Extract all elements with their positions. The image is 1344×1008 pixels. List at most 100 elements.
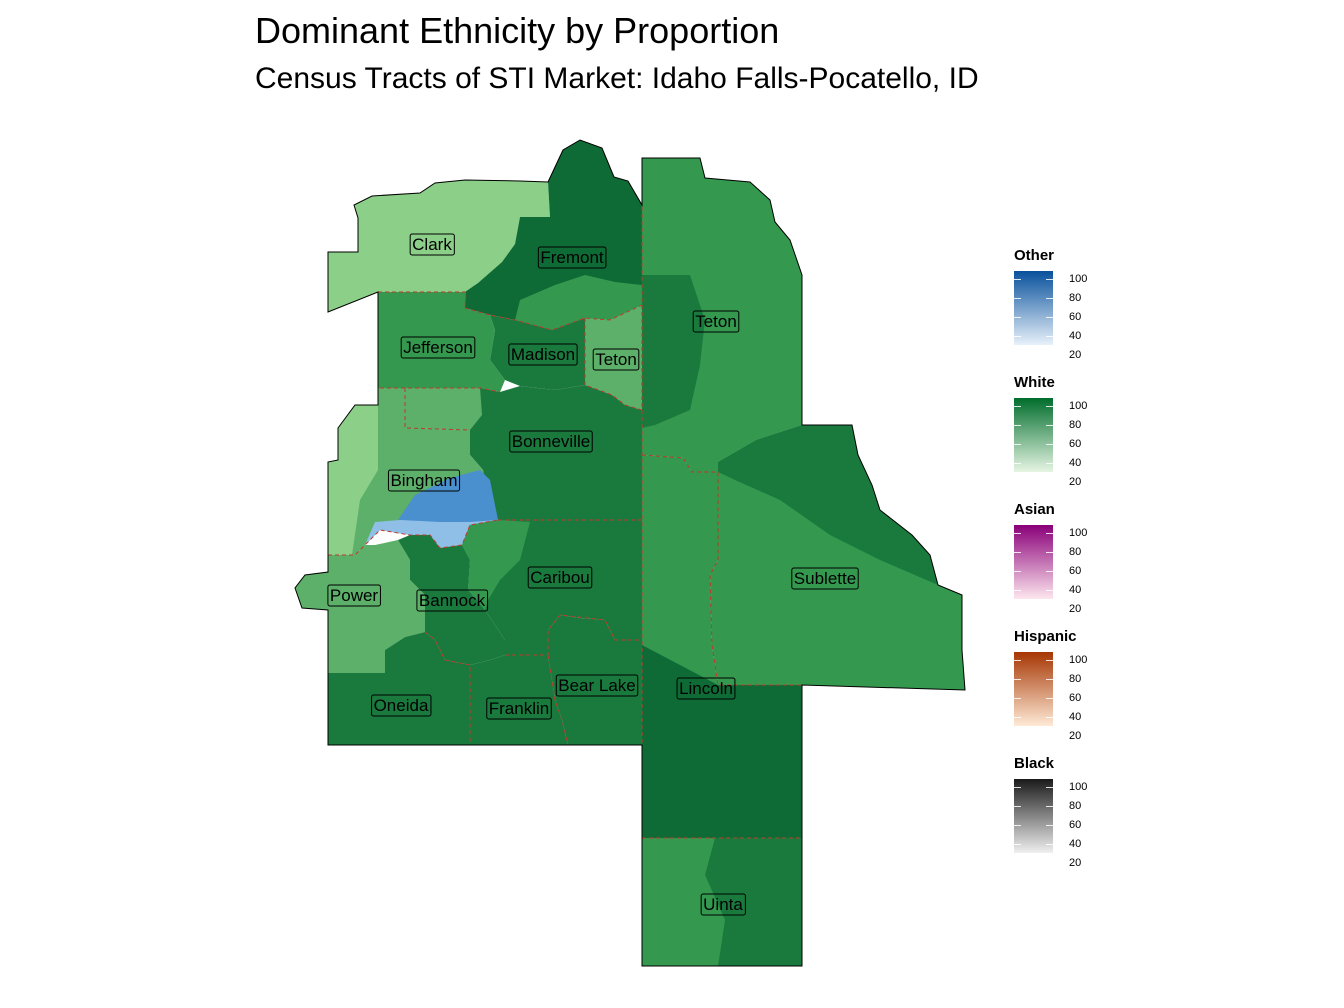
county-label-box: [400, 336, 476, 359]
county-label-box: [409, 233, 455, 256]
legend-tick-label: 100: [1069, 654, 1088, 666]
legend-tick-label: 60: [1069, 565, 1082, 577]
region-jefferson[interactable]: [378, 292, 505, 392]
legend-colorbar: [1014, 779, 1053, 853]
region-clark[interactable]: [328, 180, 550, 312]
region-bonneville-tract[interactable]: [405, 388, 482, 430]
region-bannock[interactable]: [398, 535, 505, 665]
legend-tick-label: 100: [1069, 781, 1088, 793]
region-bingham-tract[interactable]: [328, 405, 378, 555]
legend-tick-label: 60: [1069, 438, 1082, 450]
county-label-text: Teton: [595, 350, 637, 369]
county-label-text: Bonneville: [512, 432, 590, 451]
legend-title: Black: [1014, 755, 1055, 772]
county-label-bannock: Bannock: [416, 589, 489, 612]
county-label-text: Sublette: [794, 569, 856, 588]
region-oneida[interactable]: [328, 632, 470, 745]
legend-tick-label: 60: [1069, 692, 1082, 704]
county-label-text: Lincoln: [679, 679, 733, 698]
county-regions: [295, 140, 965, 966]
legend-colorbar: [1014, 652, 1053, 726]
county-label-box: [416, 589, 489, 612]
map-subtitle: Census Tracts of STI Market: Idaho Falls…: [255, 62, 979, 95]
market-outline: [294, 139, 966, 967]
map-title: Dominant Ethnicity by Proportion: [255, 10, 780, 51]
county-label-text: Madison: [511, 345, 575, 364]
county-labels: Clark Fremont Jefferson Madison Teton Teton Bo…: [327, 233, 859, 916]
county-label-bingham: Bingham: [387, 469, 461, 492]
region-uinta-tract[interactable]: [705, 838, 802, 966]
county-label-box: [509, 430, 593, 453]
county-label-box: [692, 310, 740, 333]
region-sublette-tract[interactable]: [718, 425, 938, 585]
county-label-box: [791, 567, 859, 590]
legend-colorbar: [1014, 525, 1053, 599]
county-label-uinta: Uinta: [700, 893, 746, 916]
county-label-text: Jefferson: [403, 338, 473, 357]
legend-tick-label: 80: [1069, 546, 1082, 558]
legend-title: Other: [1014, 247, 1055, 264]
legend-tick-label: 40: [1069, 838, 1082, 850]
county-label-box: [700, 893, 746, 916]
legend-tick-label: 80: [1069, 292, 1082, 304]
county-label-text: Caribou: [530, 568, 590, 587]
legend-other: Other 100 80 60 40 20: [1014, 247, 1134, 361]
county-label-box: [486, 697, 552, 720]
county-label-text: Clark: [412, 235, 452, 254]
region-teton-wy-tract[interactable]: [642, 275, 705, 428]
region-bear-lake[interactable]: [548, 615, 642, 745]
county-label-text: Bingham: [390, 471, 457, 490]
legend-title: Hispanic: [1014, 628, 1077, 645]
county-label-text: Bear Lake: [558, 676, 636, 695]
county-label-box: [508, 343, 578, 366]
county-label-franklin: Franklin: [486, 697, 552, 720]
legend-tick-label: 60: [1069, 819, 1082, 831]
legend-title: Asian: [1014, 501, 1055, 518]
county-label-caribou: Caribou: [527, 566, 593, 589]
county-label-power: Power: [327, 584, 381, 607]
county-label-box: [537, 246, 607, 269]
county-label-fremont: Fremont: [537, 246, 607, 269]
county-label-jefferson: Jefferson: [400, 336, 476, 359]
legend-hispanic: Hispanic 100 80 60 40 20: [1014, 628, 1134, 742]
county-label-text: Uinta: [703, 895, 743, 914]
legend-tick-label: 100: [1069, 273, 1088, 285]
legend-black: Black 100 80 60 40 20: [1014, 755, 1134, 869]
county-label-text: Power: [330, 586, 379, 605]
legend-tick-label: 80: [1069, 673, 1082, 685]
legend-colorbar: [1014, 271, 1053, 345]
legend-tick-label: 40: [1069, 457, 1082, 469]
county-label-box: [592, 348, 640, 371]
county-label-text: Bannock: [419, 591, 486, 610]
county-label-madison: Madison: [508, 343, 578, 366]
county-label-text: Oneida: [374, 696, 429, 715]
legend-tick-label: 20: [1069, 603, 1082, 615]
region-bingham-other-tract[interactable]: [365, 520, 498, 548]
county-label-text: Franklin: [489, 699, 549, 718]
legend-tick-label: 60: [1069, 311, 1082, 323]
county-label-text: Fremont: [540, 248, 604, 267]
legend-colorbar: [1014, 398, 1053, 472]
region-madison[interactable]: [490, 315, 585, 390]
legend-tick-label: 20: [1069, 730, 1082, 742]
county-label-box: [527, 566, 593, 589]
county-label-teton-wy: Teton: [692, 310, 740, 333]
county-label-box: [371, 694, 432, 717]
legend-tick-label: 40: [1069, 330, 1082, 342]
legend-tick-label: 80: [1069, 419, 1082, 431]
legend-tick-label: 100: [1069, 400, 1088, 412]
county-label-clark: Clark: [409, 233, 455, 256]
region-caribou-tract[interactable]: [462, 520, 530, 610]
legend-tick-label: 100: [1069, 527, 1088, 539]
county-label-text: Teton: [695, 312, 737, 331]
region-teton-id[interactable]: [585, 305, 642, 410]
county-label-lincoln: Lincoln: [676, 677, 736, 700]
legend-white: White 100 80 60 40 20: [1014, 374, 1134, 488]
region-franklin[interactable]: [470, 655, 568, 745]
region-lincoln-tract[interactable]: [642, 645, 802, 838]
legend-tick-label: 20: [1069, 349, 1082, 361]
county-label-teton-id: Teton: [592, 348, 640, 371]
county-label-box: [676, 677, 736, 700]
region-fremont-tract[interactable]: [515, 275, 642, 330]
